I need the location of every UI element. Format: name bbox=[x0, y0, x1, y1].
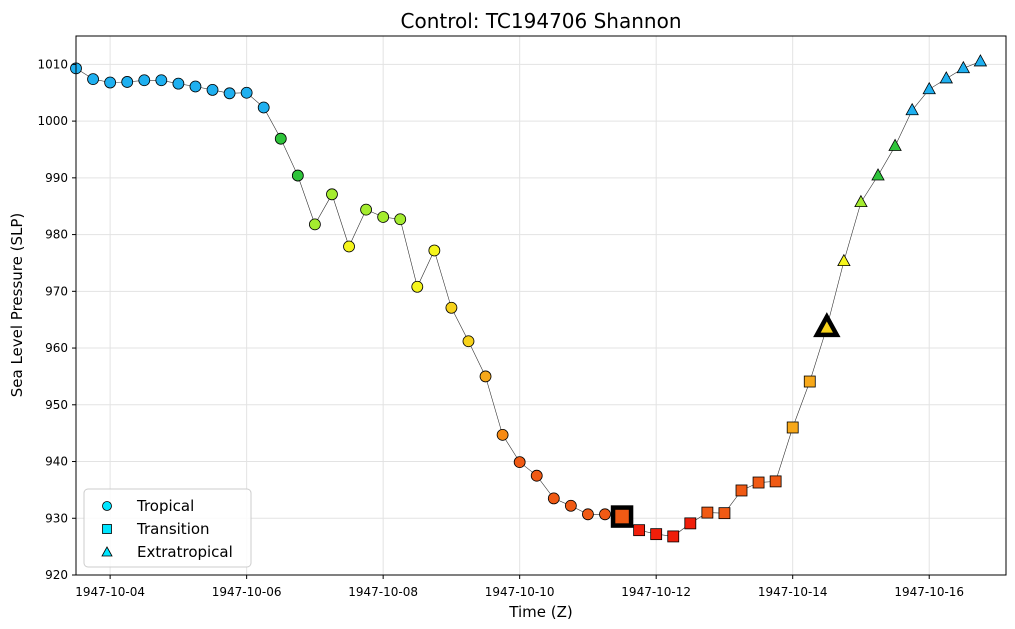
data-point bbox=[394, 213, 407, 226]
data-point bbox=[206, 84, 219, 96]
y-tick-label: 960 bbox=[45, 341, 68, 355]
y-tick-label: 920 bbox=[45, 568, 68, 582]
data-point bbox=[172, 77, 185, 90]
data-point bbox=[274, 132, 287, 145]
data-point bbox=[343, 240, 355, 253]
data-point bbox=[291, 169, 304, 182]
x-tick-label: 1947-10-08 bbox=[348, 585, 418, 599]
data-point bbox=[769, 475, 782, 488]
data-point bbox=[582, 508, 594, 521]
data-point bbox=[871, 168, 885, 181]
y-axis: 920 930 940 950 960 970 980 990 1000 1010 bbox=[37, 57, 76, 582]
legend-box bbox=[83, 488, 252, 568]
data-point bbox=[956, 60, 971, 74]
track-line bbox=[75, 61, 981, 537]
data-point bbox=[547, 492, 560, 505]
data-markers bbox=[70, 54, 988, 543]
data-point bbox=[104, 76, 117, 89]
data-point bbox=[121, 76, 134, 88]
data-point bbox=[326, 188, 338, 201]
x-axis-label: Time (Z) bbox=[508, 603, 572, 621]
data-point bbox=[530, 469, 543, 482]
data-point bbox=[360, 203, 372, 216]
x-tick-label: 1947-10-04 bbox=[75, 585, 145, 599]
highlight-markers bbox=[610, 312, 841, 528]
data-point bbox=[87, 73, 99, 86]
y-tick-label: 1000 bbox=[37, 114, 68, 128]
data-point bbox=[854, 194, 868, 208]
x-tick-label: 1947-10-10 bbox=[485, 585, 555, 599]
data-point bbox=[308, 218, 321, 231]
data-point bbox=[633, 524, 646, 537]
data-point bbox=[650, 528, 663, 541]
y-tick-label: 1010 bbox=[37, 57, 68, 71]
x-tick-label: 1947-10-06 bbox=[212, 585, 282, 599]
y-tick-label: 950 bbox=[45, 398, 68, 412]
data-point bbox=[837, 253, 851, 267]
data-point bbox=[479, 370, 492, 383]
x-axis: 1947-10-04 1947-10-06 1947-10-08 1947-10-10… bbox=[75, 575, 964, 599]
data-point bbox=[667, 530, 680, 543]
y-axis-label: Sea Level Pressure (SLP) bbox=[8, 213, 26, 398]
data-point bbox=[411, 280, 424, 293]
plot-frame bbox=[75, 35, 1007, 576]
legend-label-extratropical: Extratropical bbox=[137, 543, 233, 561]
data-point bbox=[922, 81, 936, 95]
legend-marker-tropical bbox=[102, 501, 112, 511]
data-point bbox=[377, 211, 390, 223]
data-point bbox=[786, 421, 799, 434]
y-tick-label: 940 bbox=[45, 455, 68, 469]
data-point bbox=[599, 508, 611, 521]
data-point bbox=[888, 138, 902, 151]
data-point bbox=[240, 86, 253, 99]
data-point bbox=[905, 102, 919, 116]
data-point bbox=[496, 428, 509, 441]
data-point bbox=[803, 375, 816, 388]
x-tick-label: 1947-10-12 bbox=[621, 585, 691, 599]
data-point bbox=[257, 101, 270, 114]
legend-label-tropical: Tropical bbox=[136, 497, 194, 515]
data-point bbox=[973, 54, 988, 67]
legend-marker-extratropical bbox=[101, 546, 113, 557]
data-point bbox=[462, 335, 475, 348]
data-point bbox=[684, 517, 697, 530]
data-point bbox=[939, 71, 954, 84]
data-point bbox=[428, 244, 441, 257]
legend-marker-transition bbox=[102, 524, 112, 534]
y-tick-label: 990 bbox=[45, 171, 68, 185]
highlight-point bbox=[813, 312, 841, 338]
y-tick-label: 980 bbox=[45, 228, 68, 242]
data-point bbox=[718, 507, 731, 520]
x-tick-label: 1947-10-14 bbox=[758, 585, 828, 599]
chart-title: Control: TC194706 Shannon bbox=[401, 9, 682, 33]
data-point bbox=[513, 456, 526, 468]
highlight-point bbox=[610, 505, 634, 528]
data-point bbox=[223, 87, 236, 100]
data-point bbox=[701, 506, 714, 519]
data-point bbox=[155, 74, 168, 87]
x-tick-label: 1947-10-16 bbox=[894, 585, 964, 599]
data-point bbox=[564, 499, 577, 512]
data-point bbox=[735, 484, 748, 497]
data-point bbox=[445, 301, 458, 314]
legend-label-transition: Transition bbox=[136, 520, 210, 538]
data-point bbox=[752, 476, 765, 489]
grid-lines bbox=[76, 36, 1006, 576]
y-tick-label: 970 bbox=[45, 284, 68, 298]
data-point bbox=[138, 74, 151, 87]
data-point bbox=[189, 80, 202, 93]
y-tick-label: 930 bbox=[45, 511, 68, 525]
legend: Tropical Transition Extratropical bbox=[83, 488, 252, 568]
